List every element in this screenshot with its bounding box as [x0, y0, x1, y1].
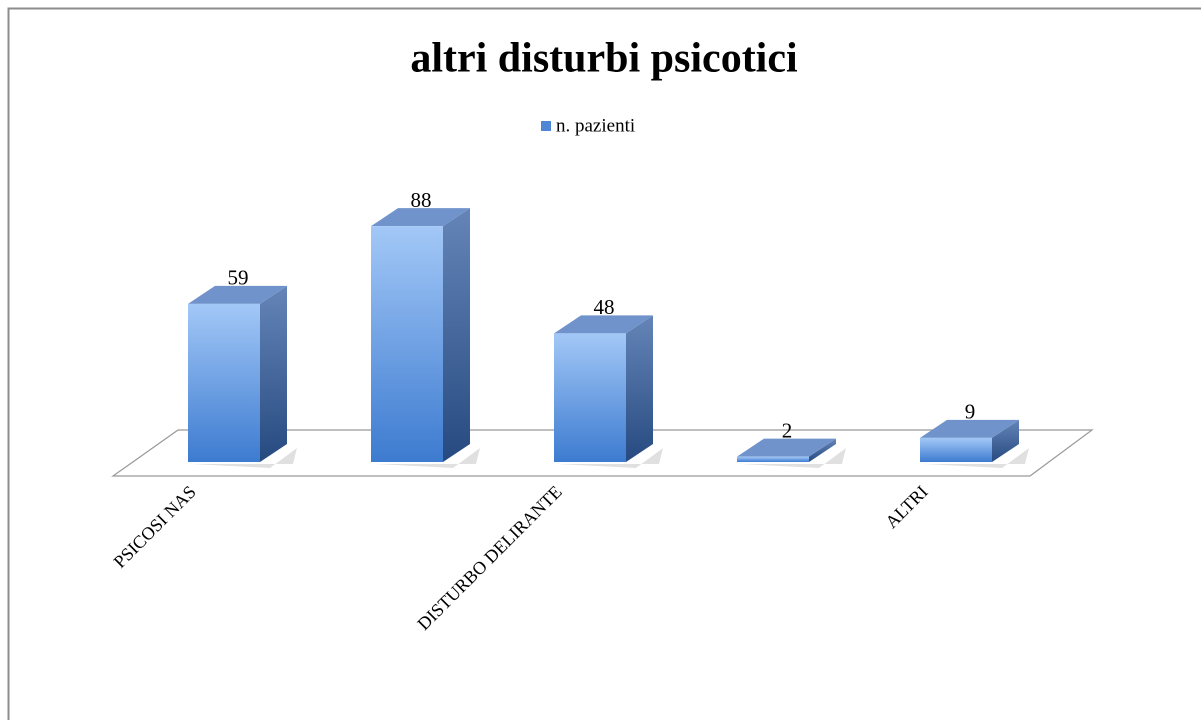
legend-label: n. pazienti: [556, 115, 635, 136]
legend-swatch: [541, 121, 551, 131]
bar-side: [260, 286, 287, 462]
bar-side: [443, 208, 470, 462]
bar: [371, 226, 443, 462]
bar: [737, 457, 809, 462]
bar-side: [626, 315, 653, 462]
bar: [920, 438, 992, 462]
bar: [188, 304, 260, 462]
data-label: 9: [965, 400, 976, 424]
chart-title: altri disturbi psicotici: [410, 36, 798, 82]
data-label: 2: [782, 418, 793, 442]
bar: [554, 333, 626, 462]
data-label: 48: [594, 295, 615, 319]
data-label: 88: [411, 188, 432, 212]
data-label: 59: [228, 266, 249, 290]
